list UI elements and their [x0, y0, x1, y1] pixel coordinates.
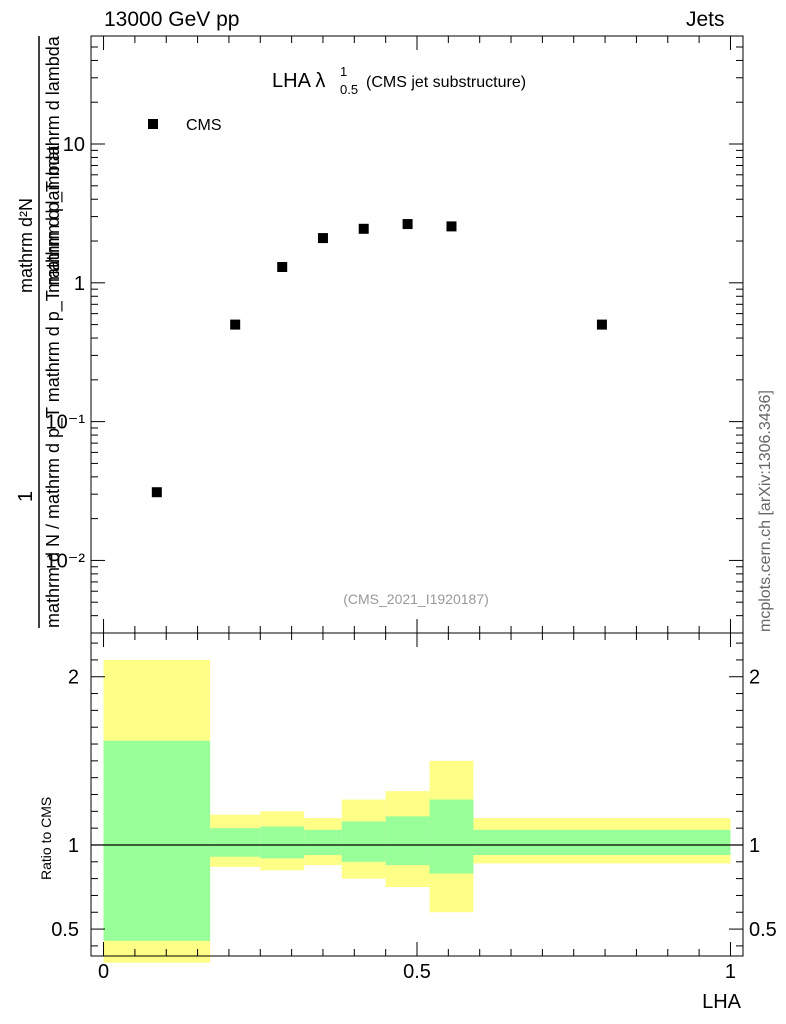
- ratio-y-ticks: 0.5 0.5 1 1 2 2: [51, 642, 777, 947]
- ylabel-numerator-2: mathrm d p_T mathrm d lambda: [43, 35, 64, 293]
- legend-marker: [148, 119, 158, 129]
- data-points: [151, 219, 607, 498]
- main-title-sub: 0.5: [340, 82, 358, 97]
- y-tick-label: 1: [74, 273, 85, 295]
- data-point: [277, 261, 288, 272]
- ratio-y-tick-label: 1: [68, 835, 79, 857]
- ratio-y-tick-label: 0.5: [51, 919, 79, 941]
- x-tick-label: 0: [98, 961, 109, 983]
- ratio-band: [385, 816, 430, 866]
- ratio-band: [341, 821, 386, 862]
- ratio-y-tick-label: 0.5: [749, 919, 777, 941]
- y-tick-label: 10⁻²: [46, 550, 86, 572]
- header-category: Jets: [686, 8, 725, 31]
- ratio-panel: 0.5 0.51 12 2 0 0.5 1 LHA: [51, 632, 777, 1013]
- data-point: [317, 233, 328, 244]
- y-tick-label: 10⁻¹: [46, 412, 86, 434]
- main-title: LHA λ: [272, 70, 325, 92]
- ratio-y-tick-label: 2: [749, 667, 760, 689]
- ratio-band: [304, 829, 342, 856]
- ratio-y-tick-label: 1: [749, 835, 760, 857]
- ylabel-one: 1: [15, 491, 37, 502]
- main-y-ticks: 10⁻² 10⁻¹ 1 10: [46, 35, 743, 634]
- ratio-y-axis-label: Ratio to CMS: [38, 796, 54, 880]
- main-title-sup: 1: [340, 64, 347, 79]
- ylabel-denominator: mathrm d N / mathrm d p_T mathrm d p_T m…: [43, 145, 64, 628]
- ratio-y-tick-label: 2: [68, 667, 79, 689]
- main-y-axis-label: 1 mathrm d N / mathrm d p_T mathrm d p_T…: [15, 35, 64, 628]
- data-point: [358, 223, 369, 234]
- ratio-band: [103, 740, 211, 941]
- analysis-id: (CMS_2021_I1920187): [343, 591, 489, 607]
- legend-label: CMS: [186, 117, 222, 134]
- data-point: [446, 221, 457, 232]
- ratio-x-ticks: 0 0.5 1: [98, 633, 736, 983]
- y-tick-label: 10: [63, 134, 85, 156]
- side-source-label: mcplots.cern.ch [arXiv:1306.3436]: [757, 390, 774, 632]
- data-point: [596, 319, 607, 330]
- ratio-band: [429, 799, 474, 874]
- x-tick-label: 0.5: [403, 961, 431, 983]
- ratio-bands: [103, 659, 731, 963]
- x-tick-label: 1: [725, 961, 736, 983]
- main-title-suffix: (CMS jet substructure): [366, 74, 526, 91]
- ratio-band: [260, 826, 305, 859]
- ratio-band: [210, 828, 261, 857]
- main-panel: 10⁻² 10⁻¹ 1 10 LHA λ 1 0.5 (CMS jet substru…: [46, 35, 744, 634]
- data-point: [402, 219, 413, 230]
- x-axis-label: LHA: [702, 991, 742, 1013]
- data-point: [151, 487, 162, 498]
- data-point: [230, 319, 241, 330]
- main-x-ticks: [103, 36, 731, 633]
- ylabel-numerator: mathrm d²N: [16, 198, 36, 293]
- header-energy: 13000 GeV pp: [104, 8, 240, 31]
- ratio-band: [473, 829, 731, 856]
